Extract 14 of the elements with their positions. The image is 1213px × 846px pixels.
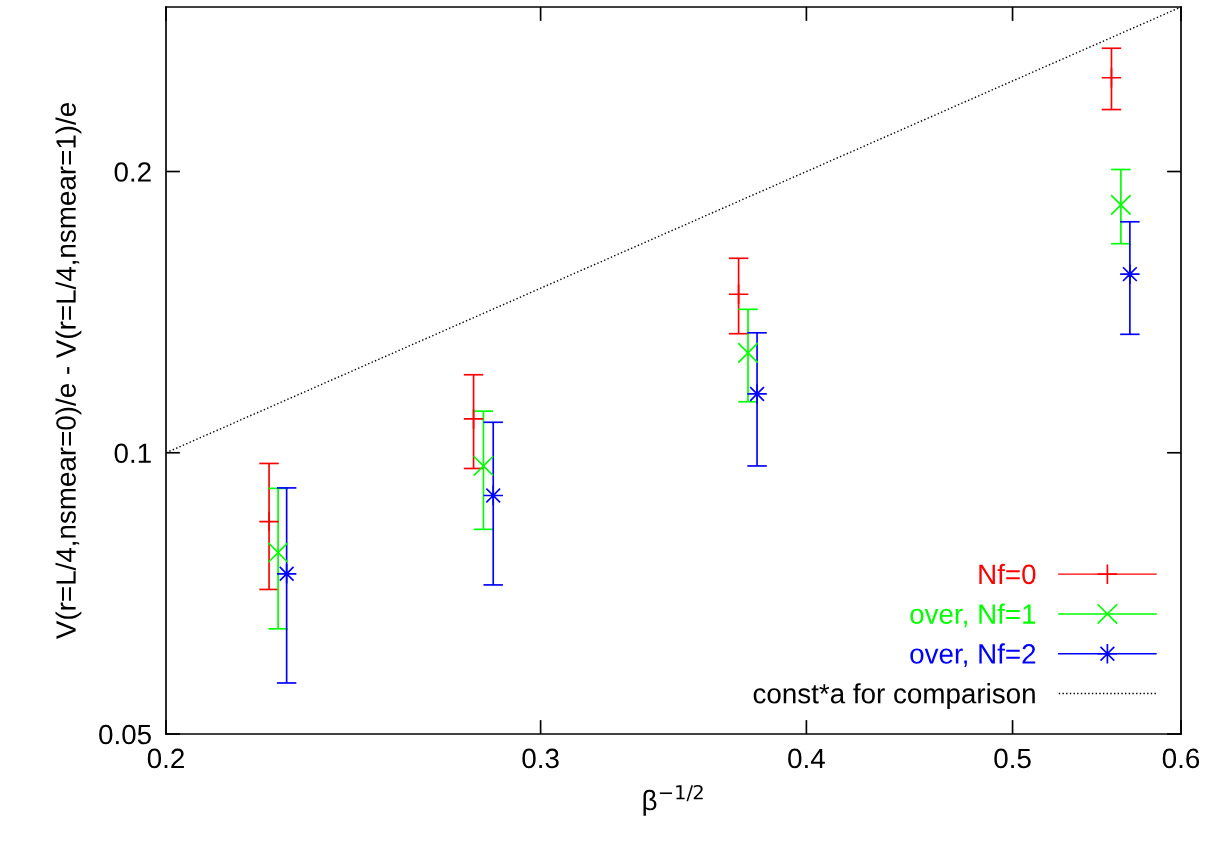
- y-tick-label: 0.1: [114, 443, 151, 464]
- x-tick-label: 0.4: [788, 748, 825, 769]
- y-tick-label: 0.05: [99, 724, 151, 745]
- x-axis-title: β$^{−1/2}$: [643, 784, 703, 816]
- legend-label: const*a for comparison: [753, 683, 1035, 709]
- x-tick-label: 0.2: [147, 748, 184, 769]
- legend-label: over, Nf=2: [910, 643, 1036, 668]
- y-axis-title: V(r=L/4,nsmear=0)/e - V(r=L/4,nsmear=1)/e: [55, 103, 82, 639]
- x-tick-label: 0.6: [1162, 748, 1200, 769]
- legend-label: Nf=0: [979, 563, 1036, 585]
- y-tick-label: 0.2: [114, 162, 151, 182]
- x-tick-label: 0.5: [994, 748, 1031, 769]
- legend-label: over, Nf=1: [910, 603, 1036, 628]
- x-tick-label: 0.3: [522, 748, 559, 769]
